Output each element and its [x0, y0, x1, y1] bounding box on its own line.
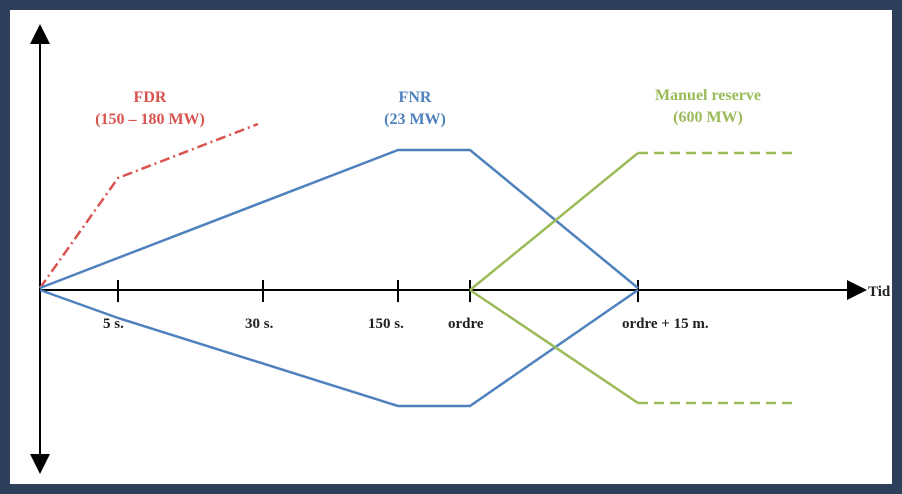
manual-reserve-label: Manuel reserve — [655, 87, 761, 104]
x-axis-label: Tid — [868, 284, 891, 300]
manual-up-line — [469, 152, 639, 291]
fdr-label: FDR — [134, 89, 167, 106]
tick-ordre-15m: ordre + 15 m. — [622, 280, 709, 332]
tick-ordre: ordre — [448, 280, 484, 332]
tick-label-5s: 5 s. — [103, 316, 124, 332]
fdr-range-label: (150 – 180 MW) — [95, 111, 205, 128]
tick-label-30s: 30 s. — [245, 316, 274, 332]
fnr-down-line — [39, 288, 639, 408]
tick-label-ordre-15m: ordre + 15 m. — [622, 316, 709, 332]
tick-150s: 150 s. — [368, 280, 404, 332]
tick-30s: 30 s. — [245, 280, 274, 332]
tick-5s: 5 s. — [103, 280, 124, 332]
reserve-activation-diagram: Tid 5 s. 30 s. 150 s. ordre ordre + 15 m… — [30, 24, 891, 474]
tick-label-ordre: ordre — [448, 316, 484, 332]
manual-reserve-range-label: (600 MW) — [673, 109, 743, 126]
fdr-line — [38, 122, 259, 289]
tick-label-150s: 150 s. — [368, 316, 404, 332]
fnr-range-label: (23 MW) — [384, 111, 446, 128]
fnr-label: FNR — [399, 89, 432, 106]
manual-down-line — [469, 288, 639, 405]
diagram-frame: Tid 5 s. 30 s. 150 s. ordre ordre + 15 m… — [10, 10, 892, 484]
fnr-up-line — [39, 148, 639, 290]
